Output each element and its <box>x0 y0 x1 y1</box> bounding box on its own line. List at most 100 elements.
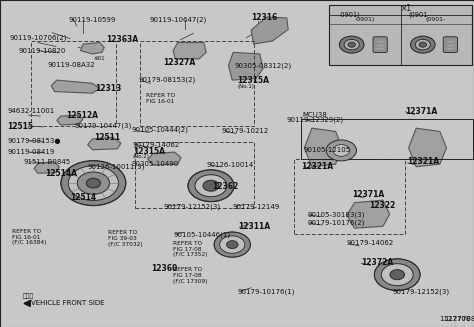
Text: 94632-11001: 94632-11001 <box>7 108 55 114</box>
Polygon shape <box>81 43 104 54</box>
Text: 12514: 12514 <box>70 193 96 202</box>
FancyBboxPatch shape <box>443 37 457 53</box>
Circle shape <box>214 232 250 257</box>
Circle shape <box>227 241 238 249</box>
Text: 12315A: 12315A <box>237 76 269 85</box>
Text: 12321A: 12321A <box>301 162 333 171</box>
Text: (No.1): (No.1) <box>237 84 254 89</box>
Text: 12316: 12316 <box>251 13 277 23</box>
Bar <box>294 159 405 234</box>
Circle shape <box>86 178 100 188</box>
Text: 90305-08312(2): 90305-08312(2) <box>235 62 292 69</box>
Text: 90179-08153●: 90179-08153● <box>7 138 61 144</box>
Circle shape <box>61 161 126 205</box>
Circle shape <box>392 271 403 279</box>
Text: REFER TO
FIG 17-08
(F/C 17309): REFER TO FIG 17-08 (F/C 17309) <box>173 267 208 284</box>
Text: REFER TO
FIG 39-03
(F/C 37032): REFER TO FIG 39-03 (F/C 37032) <box>108 231 143 247</box>
Circle shape <box>205 182 217 190</box>
Polygon shape <box>148 152 181 165</box>
Circle shape <box>228 241 237 248</box>
Text: 90179-10212: 90179-10212 <box>222 129 269 134</box>
Circle shape <box>198 177 224 195</box>
Text: 12360: 12360 <box>151 264 177 273</box>
Bar <box>329 5 472 65</box>
Text: 1127708: 1127708 <box>445 316 474 322</box>
Text: 90119-12329(2): 90119-12329(2) <box>287 116 344 123</box>
Circle shape <box>419 42 427 47</box>
Text: 12514A: 12514A <box>45 169 77 179</box>
Text: 90179-12152(3): 90179-12152(3) <box>392 288 450 295</box>
Text: 90126-10011(3): 90126-10011(3) <box>88 164 145 170</box>
Text: 12511: 12511 <box>94 133 120 142</box>
Text: MCU38: MCU38 <box>302 112 327 118</box>
Polygon shape <box>409 128 447 167</box>
Circle shape <box>188 170 234 201</box>
Text: 12362: 12362 <box>212 182 238 191</box>
Polygon shape <box>228 52 263 80</box>
Polygon shape <box>304 128 342 167</box>
Text: 90179-10176(2): 90179-10176(2) <box>307 220 365 226</box>
Polygon shape <box>51 80 100 93</box>
Text: 90179-08153(2): 90179-08153(2) <box>139 76 196 83</box>
Circle shape <box>374 259 420 290</box>
Text: 12371A: 12371A <box>405 107 438 116</box>
Polygon shape <box>57 115 83 125</box>
Text: REFER TO
FIG 16-01
(F/C 16384): REFER TO FIG 16-01 (F/C 16384) <box>12 229 46 245</box>
Circle shape <box>214 232 250 257</box>
Text: 12372A: 12372A <box>361 258 393 267</box>
Text: 12515: 12515 <box>7 122 33 131</box>
Text: ×1: ×1 <box>401 4 411 13</box>
Text: REFER TO
FIG 17-08
(F/C 17352): REFER TO FIG 17-08 (F/C 17352) <box>173 241 208 257</box>
Text: 90179-14062: 90179-14062 <box>346 240 393 246</box>
Text: 90105-10446(1): 90105-10446(1) <box>173 232 230 238</box>
Text: 12327A: 12327A <box>164 58 196 67</box>
Text: 90105-12105: 90105-12105 <box>303 147 350 153</box>
Text: 12322: 12322 <box>369 201 395 210</box>
Text: 12512A: 12512A <box>66 111 99 120</box>
Text: 90126-10014: 90126-10014 <box>206 162 254 168</box>
Bar <box>301 119 473 159</box>
Text: 91511-B0845: 91511-B0845 <box>24 159 71 165</box>
Text: REFER TO
FIG 16-01: REFER TO FIG 16-01 <box>146 93 175 104</box>
Text: 90179-12152(3): 90179-12152(3) <box>164 203 221 210</box>
Circle shape <box>374 259 420 290</box>
Text: ×1: ×1 <box>395 0 406 2</box>
Text: VEHICLE FRONT SIDE: VEHICLE FRONT SIDE <box>31 301 104 306</box>
Circle shape <box>203 180 219 191</box>
Text: -0901): -0901) <box>338 11 360 18</box>
Text: 90119-10599: 90119-10599 <box>69 17 116 23</box>
Circle shape <box>219 236 245 253</box>
Circle shape <box>222 237 243 252</box>
Circle shape <box>333 145 350 156</box>
Text: 90179-10447(3): 90179-10447(3) <box>74 123 132 129</box>
Text: 90119-10706(2): 90119-10706(2) <box>9 34 67 41</box>
Circle shape <box>68 166 118 200</box>
Text: 90305-10490: 90305-10490 <box>132 161 179 167</box>
Circle shape <box>348 42 356 47</box>
Circle shape <box>77 172 109 194</box>
Circle shape <box>195 175 227 197</box>
Circle shape <box>344 40 359 50</box>
Bar <box>135 142 254 208</box>
Text: 90119-08419: 90119-08419 <box>7 149 55 155</box>
Bar <box>140 41 254 126</box>
Circle shape <box>326 140 356 161</box>
Text: 12311A: 12311A <box>238 222 271 231</box>
Text: (0901-: (0901- <box>426 17 446 22</box>
Text: 車前方: 車前方 <box>22 294 34 305</box>
Text: 90119-08A32: 90119-08A32 <box>47 62 95 68</box>
Circle shape <box>390 270 404 280</box>
Circle shape <box>85 177 102 189</box>
Circle shape <box>381 264 413 286</box>
Circle shape <box>74 170 112 196</box>
FancyBboxPatch shape <box>373 37 387 53</box>
Circle shape <box>410 36 435 53</box>
Polygon shape <box>251 17 288 44</box>
Text: 12321A: 12321A <box>407 157 439 166</box>
Text: 12315A: 12315A <box>133 146 165 156</box>
Text: (0901-: (0901- <box>409 11 430 18</box>
Text: 90179-12149: 90179-12149 <box>232 204 280 210</box>
Polygon shape <box>88 137 121 150</box>
Circle shape <box>61 161 126 205</box>
Text: 90105-30183(3): 90105-30183(3) <box>307 212 365 218</box>
